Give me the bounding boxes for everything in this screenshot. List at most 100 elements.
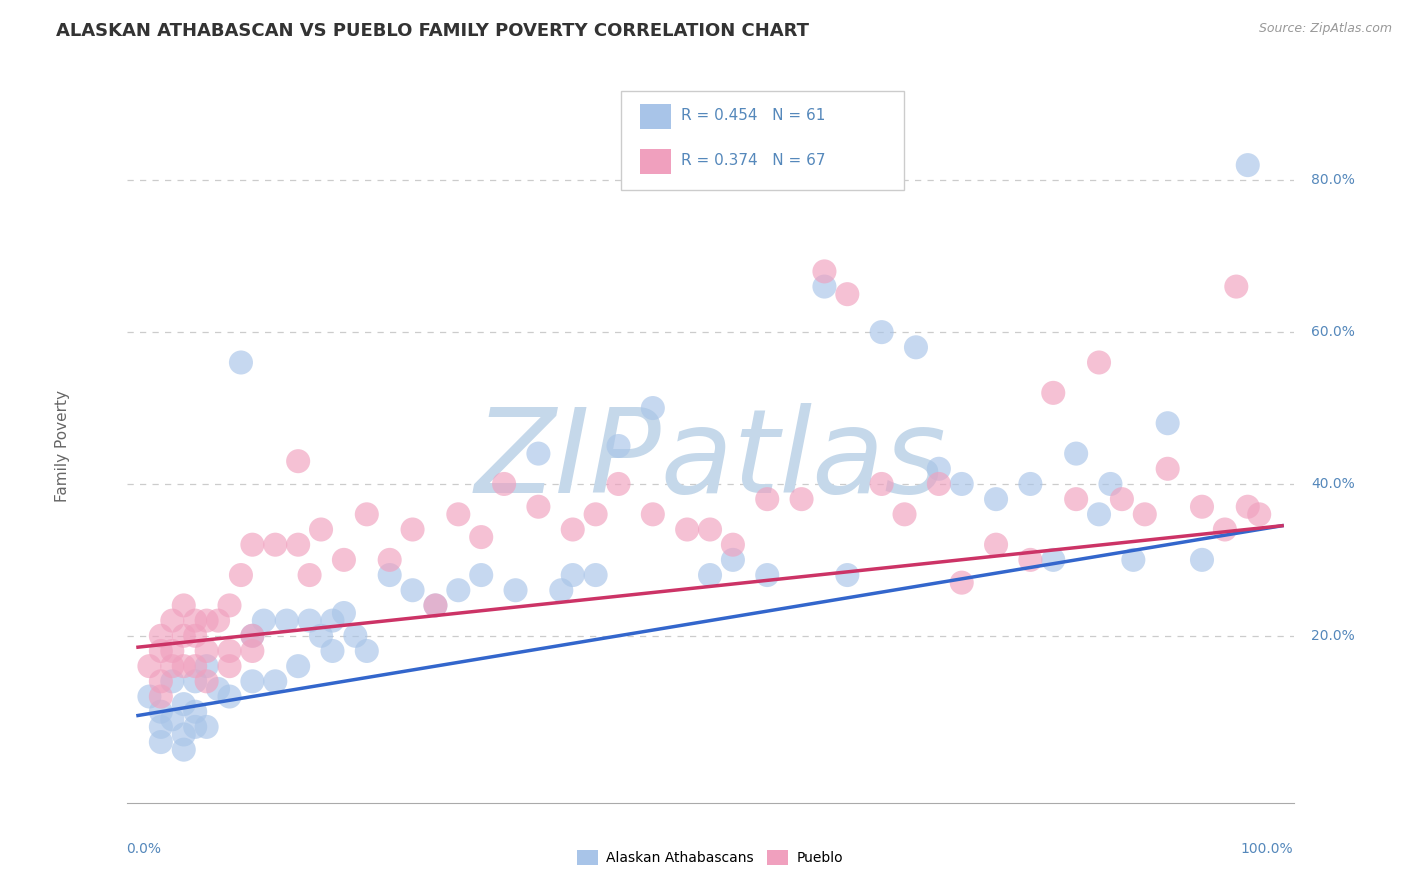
Point [149,735,172,749]
Point [162,659,184,673]
Point [378,568,401,582]
Point [1111,492,1133,507]
Point [1042,385,1064,400]
Point [607,477,630,491]
Point [173,629,195,643]
Point [401,523,423,537]
Point [1225,279,1247,293]
Point [298,614,321,628]
Point [756,492,779,507]
Point [149,674,172,689]
Point [494,477,516,491]
Text: 0.0%: 0.0% [127,842,162,856]
Text: Family Poverty: Family Poverty [55,390,70,502]
Point [218,659,240,673]
Point [756,568,779,582]
Legend: Alaskan Athabascans, Pueblo: Alaskan Athabascans, Pueblo [571,845,849,871]
Text: 40.0%: 40.0% [1310,477,1355,491]
Point [561,523,583,537]
Point [527,500,550,514]
Point [561,568,583,582]
Point [356,644,378,658]
Point [149,644,172,658]
Point [699,523,721,537]
Point [309,523,332,537]
Point [1191,553,1213,567]
Point [229,355,252,369]
Point [1064,492,1087,507]
Point [149,705,172,719]
Point [1249,508,1271,522]
Point [984,492,1007,507]
Text: ZIPatlas: ZIPatlas [474,403,946,517]
Point [218,644,240,658]
Point [447,583,470,598]
Point [928,477,950,491]
Point [837,568,859,582]
Point [790,492,813,507]
Point [229,568,252,582]
Point [904,340,927,354]
Point [162,712,184,726]
Point [333,553,356,567]
Point [242,538,264,552]
Point [138,659,160,673]
Point [149,690,172,704]
Point [1213,523,1236,537]
Point [527,447,550,461]
Point [173,727,195,741]
Point [1088,508,1111,522]
Point [928,462,950,476]
Text: 20.0%: 20.0% [1310,629,1355,643]
Point [173,742,195,756]
Point [253,614,276,628]
Point [378,553,401,567]
Point [287,659,309,673]
Point [401,583,423,598]
Point [1122,553,1144,567]
Point [184,674,207,689]
Point [1099,477,1122,491]
Point [149,629,172,643]
Point [470,530,492,544]
Point [1042,553,1064,567]
Point [184,659,207,673]
Point [195,614,218,628]
Point [344,629,367,643]
Point [264,674,287,689]
Point [470,568,492,582]
Point [1088,355,1111,369]
Point [721,553,744,567]
Text: Source: ZipAtlas.com: Source: ZipAtlas.com [1258,22,1392,36]
Point [721,538,744,552]
Point [813,264,835,278]
Point [699,568,721,582]
Point [162,614,184,628]
Point [195,644,218,658]
Text: ALASKAN ATHABASCAN VS PUEBLO FAMILY POVERTY CORRELATION CHART: ALASKAN ATHABASCAN VS PUEBLO FAMILY POVE… [56,22,810,40]
Point [870,477,893,491]
Point [870,325,893,339]
Point [218,690,240,704]
Point [184,720,207,734]
Point [162,644,184,658]
Point [607,439,630,453]
Point [138,690,160,704]
Point [641,401,664,415]
Point [837,287,859,301]
Text: R = 0.374   N = 67: R = 0.374 N = 67 [681,153,825,168]
Point [242,644,264,658]
Point [356,508,378,522]
Point [950,575,973,590]
Point [1019,477,1042,491]
Point [207,681,229,696]
Point [1064,447,1087,461]
Point [195,659,218,673]
Point [1236,158,1258,172]
Point [333,606,356,620]
Point [309,629,332,643]
Point [149,720,172,734]
Point [242,674,264,689]
Point [447,508,470,522]
Point [173,697,195,711]
